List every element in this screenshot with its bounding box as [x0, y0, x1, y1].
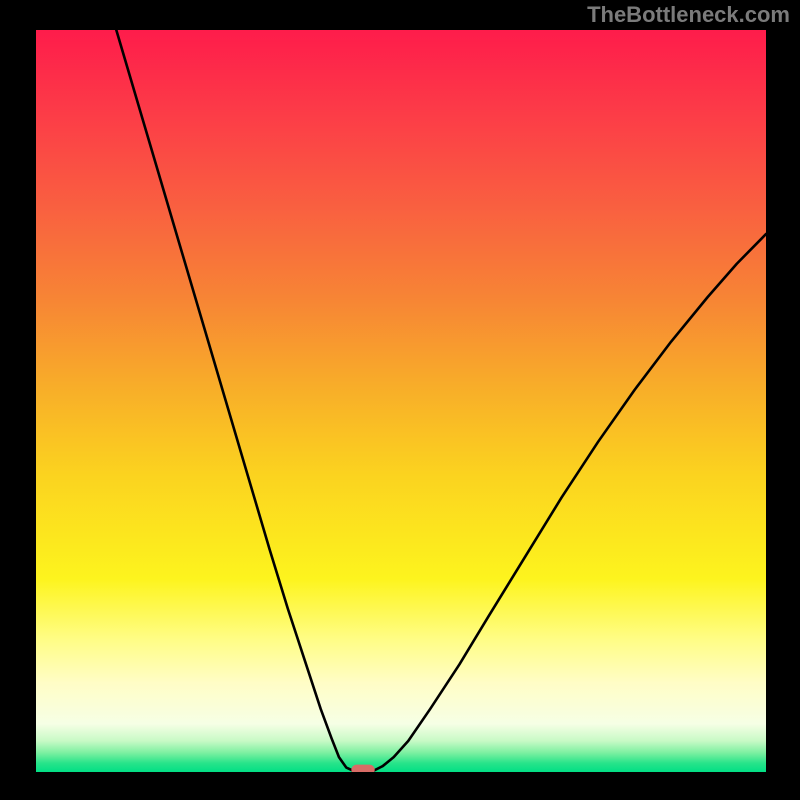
optimal-point-marker	[351, 765, 374, 772]
watermark-text: TheBottleneck.com	[587, 2, 790, 28]
bottleneck-curve-chart	[36, 30, 766, 772]
gradient-background	[36, 30, 766, 772]
chart-container: TheBottleneck.com	[0, 0, 800, 800]
